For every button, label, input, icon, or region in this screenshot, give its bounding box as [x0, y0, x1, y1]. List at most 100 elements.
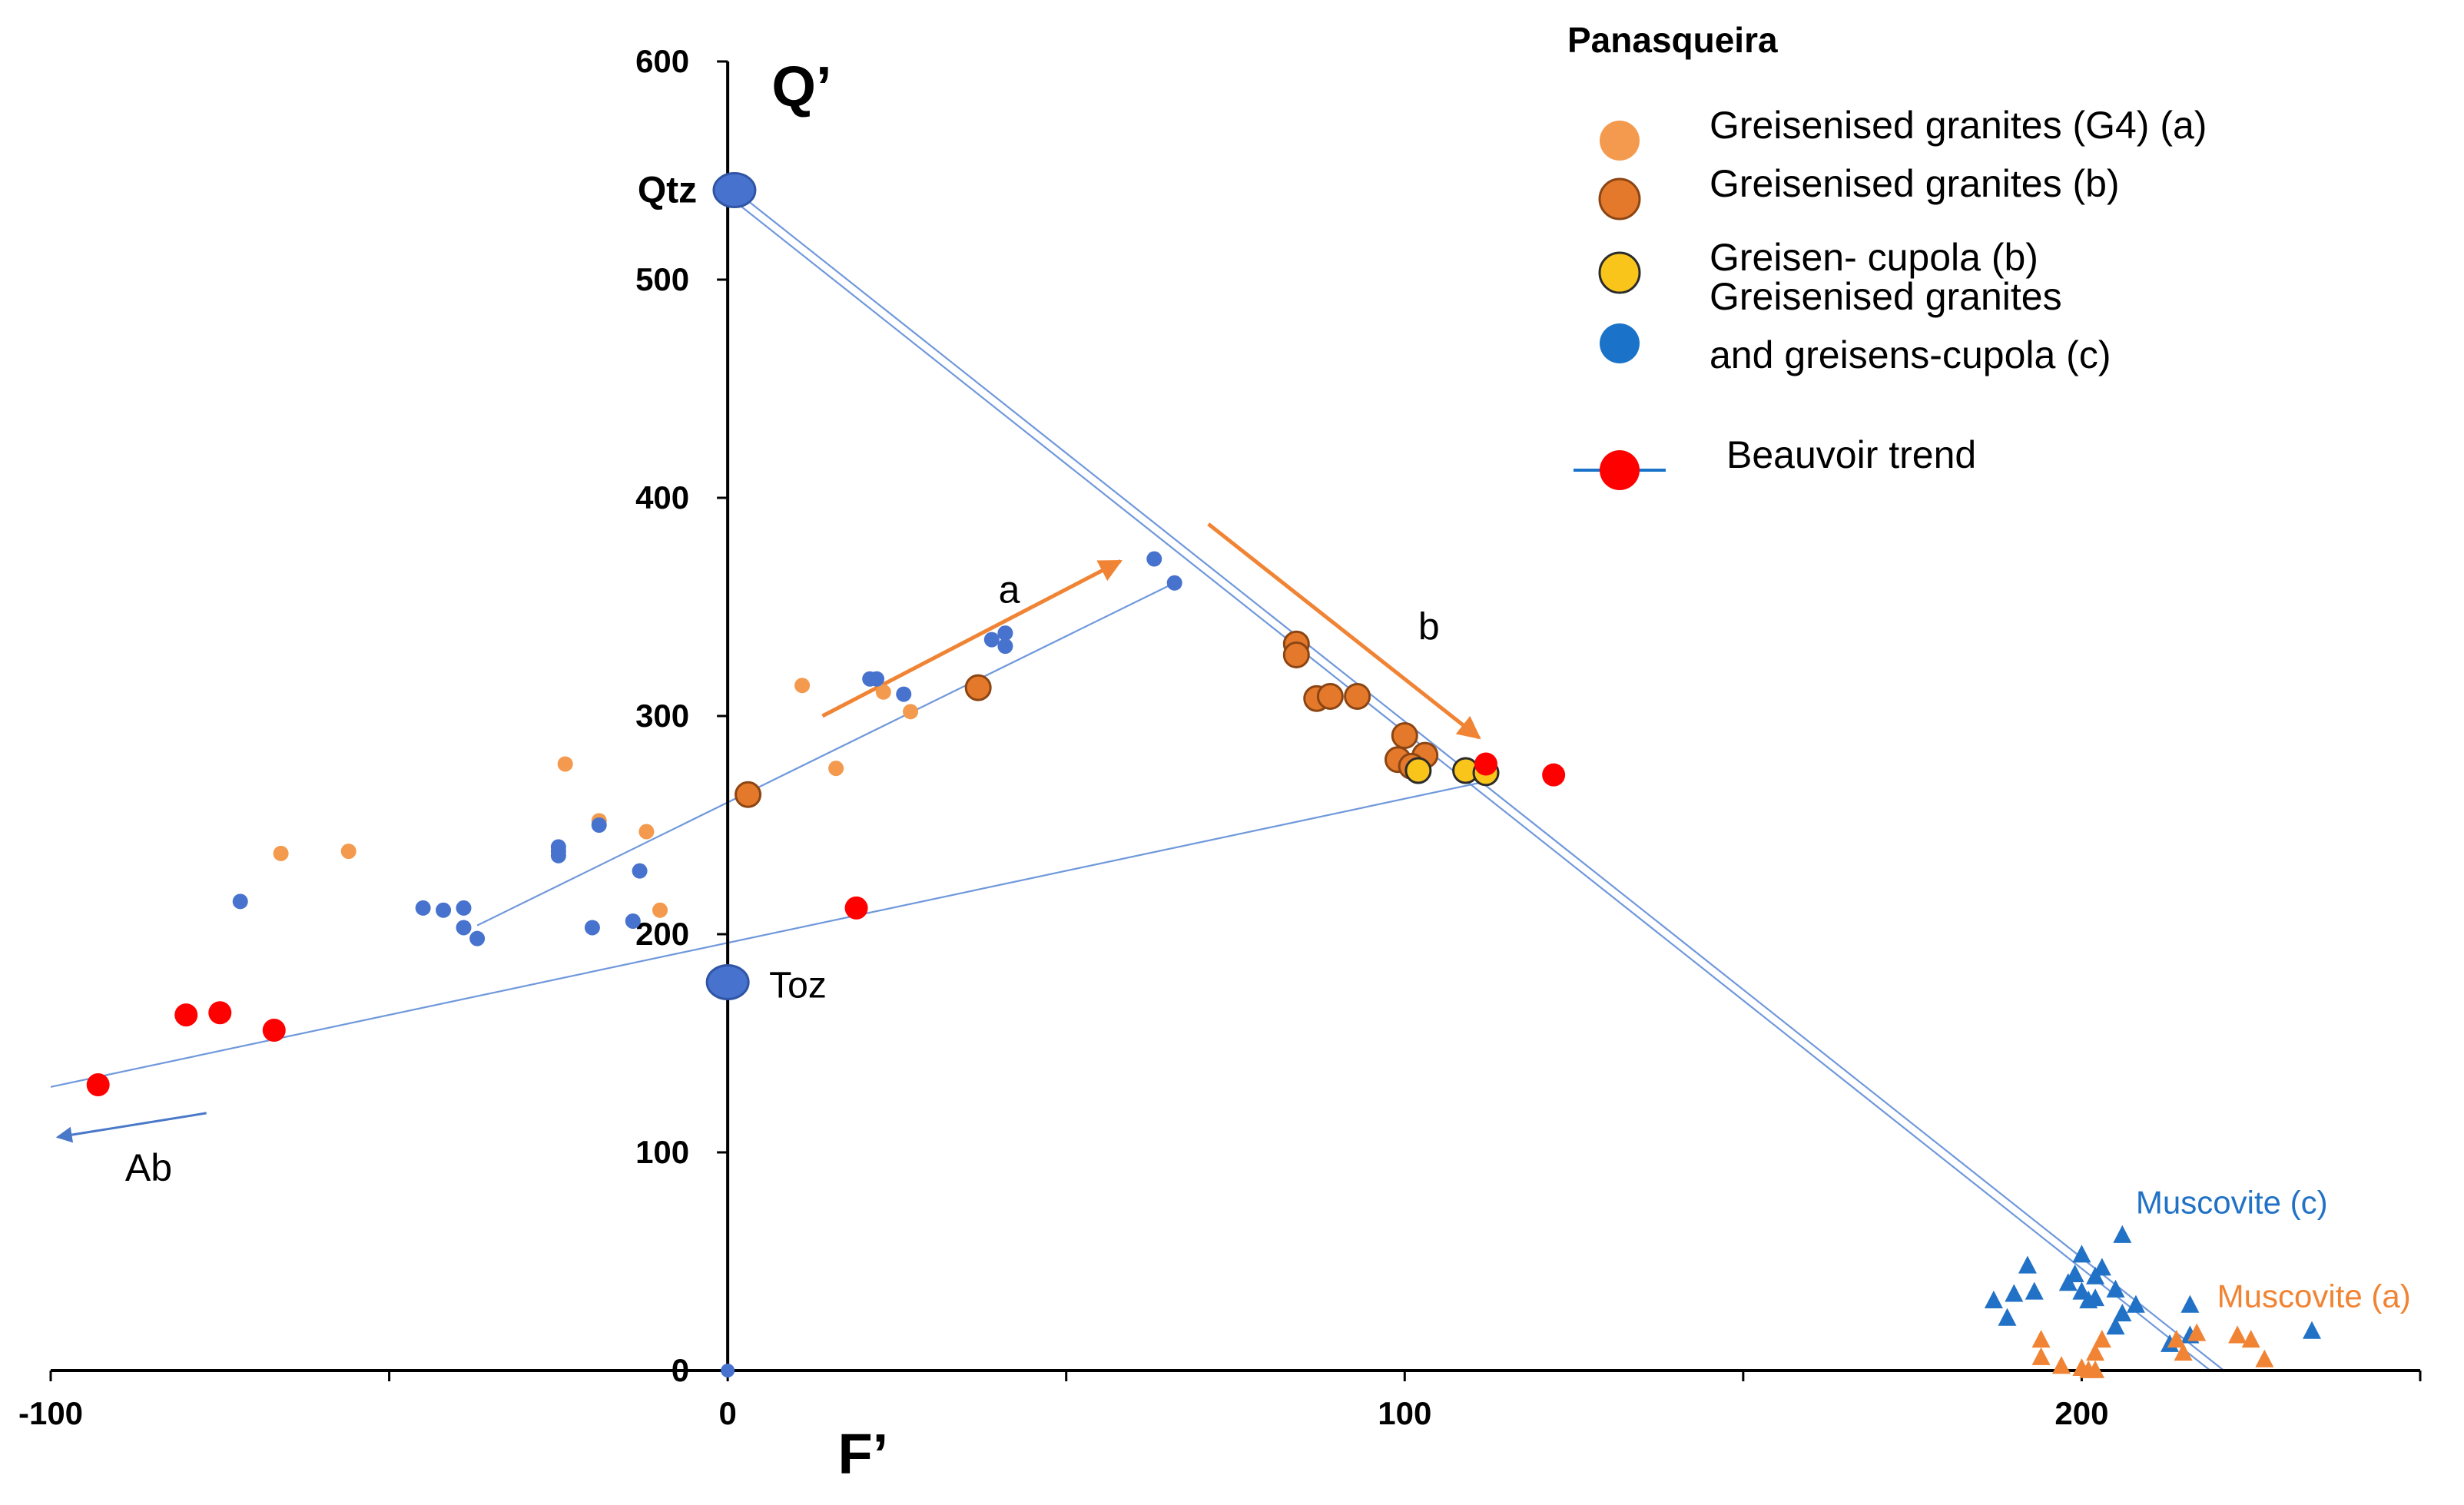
- data-point-musc_c: [2180, 1294, 2200, 1313]
- x-tick-label: 100: [1378, 1395, 1431, 1431]
- data-point-musc_c: [2126, 1294, 2145, 1313]
- annotation-a: a: [999, 568, 1020, 611]
- data-point-cupola: [1404, 757, 1432, 784]
- legend-label-cupola: Greisen- cupola (b): [1710, 236, 2038, 279]
- endmember-point-qtz: [712, 172, 757, 209]
- data-point-musc_a: [2174, 1343, 2193, 1361]
- data-point-musc_c: [2113, 1225, 2132, 1243]
- data-point-musc_a: [2187, 1323, 2207, 1341]
- data-point-gb: [1344, 682, 1371, 710]
- legend-label-gb: Greisenised granites (b): [1710, 162, 2120, 205]
- axes: -100 0 100 200 0 100 200 300 400 500 600 F’ Q’: [18, 43, 2422, 1486]
- data-point-beauvoir: [844, 896, 868, 920]
- legend-label-c: Greisenised granites: [1710, 275, 2062, 318]
- trend-arrow-b: [1207, 522, 1481, 740]
- data-point-c: [997, 638, 1013, 655]
- data-point-c: [591, 817, 607, 833]
- data-point-g4: [875, 684, 891, 700]
- y-tick-label: 400: [635, 479, 689, 515]
- y-tick-label: 200: [635, 916, 689, 952]
- legend-label-beauvoir: Beauvoir trend: [1726, 433, 1976, 476]
- endmember-label-qtz: Qtz: [638, 171, 697, 211]
- data-point-g4: [557, 756, 573, 772]
- data-point-musc_c: [2065, 1264, 2084, 1282]
- legend-marker-c: [1600, 323, 1640, 363]
- annotation-b: b: [1418, 605, 1440, 648]
- data-point-c: [1146, 551, 1162, 567]
- trend-arrows: [55, 522, 1481, 1143]
- data-point-gb: [1391, 722, 1418, 750]
- data-point-beauvoir: [208, 1001, 232, 1025]
- data-point-gb: [964, 674, 992, 701]
- data-point-c: [436, 902, 452, 918]
- data-point-beauvoir: [262, 1018, 286, 1042]
- legend-marker-cupola: [1598, 251, 1641, 294]
- data-point-musc_a: [2086, 1343, 2105, 1361]
- trend-line: [734, 200, 2211, 1371]
- data-point-gb: [1282, 641, 1310, 668]
- data-point-g4: [828, 761, 844, 777]
- data-point-c: [584, 920, 600, 936]
- data-point-g4: [652, 902, 668, 918]
- data-point-gb: [1316, 682, 1344, 710]
- data-point-beauvoir: [1474, 752, 1498, 776]
- y-tick-label: 100: [635, 1134, 689, 1170]
- data-point-musc_a: [2031, 1330, 2051, 1348]
- trend-line: [476, 582, 1176, 927]
- trend-arrow-ab: [55, 1112, 207, 1143]
- data-point-musc_a: [2241, 1330, 2260, 1348]
- data-point-g4: [638, 824, 655, 840]
- data-point-musc_c: [2018, 1255, 2037, 1274]
- data-point-musc_a: [2031, 1347, 2051, 1365]
- data-point-beauvoir: [86, 1072, 110, 1096]
- data-point-c: [469, 930, 486, 946]
- origin-point: [721, 1364, 735, 1377]
- data-point-musc_c: [2086, 1288, 2105, 1307]
- data-point-musc_c: [2005, 1284, 2024, 1302]
- data-point-c: [625, 913, 641, 929]
- legend-label-g4: Greisenised granites (G4) (a): [1710, 104, 2207, 147]
- data-point-g4: [903, 704, 919, 720]
- data-point-beauvoir: [1542, 763, 1566, 787]
- trend-arrow-a: [821, 559, 1123, 718]
- data-point-musc_c: [2106, 1279, 2125, 1298]
- data-point-c: [896, 686, 912, 702]
- x-tick-label: 0: [718, 1395, 736, 1431]
- data-point-musc_a: [2051, 1356, 2071, 1374]
- data-point-g4: [794, 678, 811, 694]
- data-point-musc_c: [2303, 1321, 2322, 1339]
- annotation-muscovite-a: Muscovite (a): [2217, 1278, 2411, 1314]
- data-point-musc_a: [2092, 1330, 2111, 1348]
- legend-marker-beauvoir: [1600, 450, 1640, 490]
- y-tick-label: 0: [672, 1352, 689, 1388]
- data-points: [86, 172, 2322, 1378]
- trend-line: [50, 781, 1487, 1088]
- data-point-musc_a: [2167, 1330, 2186, 1348]
- data-point-c: [550, 847, 566, 864]
- data-point-beauvoir: [174, 1003, 198, 1027]
- data-point-musc_c: [2072, 1245, 2091, 1263]
- data-point-c: [232, 893, 248, 910]
- data-point-musc_c: [2106, 1317, 2125, 1335]
- legend-marker-g4: [1600, 121, 1640, 161]
- x-tick-label: -100: [18, 1395, 83, 1431]
- data-point-c: [456, 900, 472, 916]
- data-point-c: [456, 920, 472, 936]
- chart-labels: Qtz Toz a b Ab Muscovite (c) Muscovite (a): [125, 171, 2411, 1314]
- endmember-point-toz: [705, 963, 750, 1000]
- legend: Panasqueira Greisenised granites (G4) (a)…: [1567, 20, 2207, 490]
- legend-title: Panasqueira: [1567, 20, 1778, 60]
- data-point-c: [997, 625, 1013, 641]
- y-tick-label: 600: [635, 43, 689, 79]
- data-point-musc_c: [2092, 1258, 2111, 1276]
- data-point-musc_a: [2228, 1325, 2247, 1344]
- data-point-musc_c: [1998, 1308, 2017, 1326]
- data-point-g4: [273, 845, 289, 861]
- annotation-ab: Ab: [125, 1146, 172, 1189]
- data-point-musc_a: [2086, 1360, 2105, 1378]
- data-point-c: [632, 863, 648, 879]
- data-point-musc_a: [2255, 1349, 2274, 1367]
- data-point-musc_c: [2025, 1281, 2044, 1300]
- x-axis-title: F’: [837, 1422, 888, 1486]
- data-point-musc_c: [2113, 1303, 2132, 1322]
